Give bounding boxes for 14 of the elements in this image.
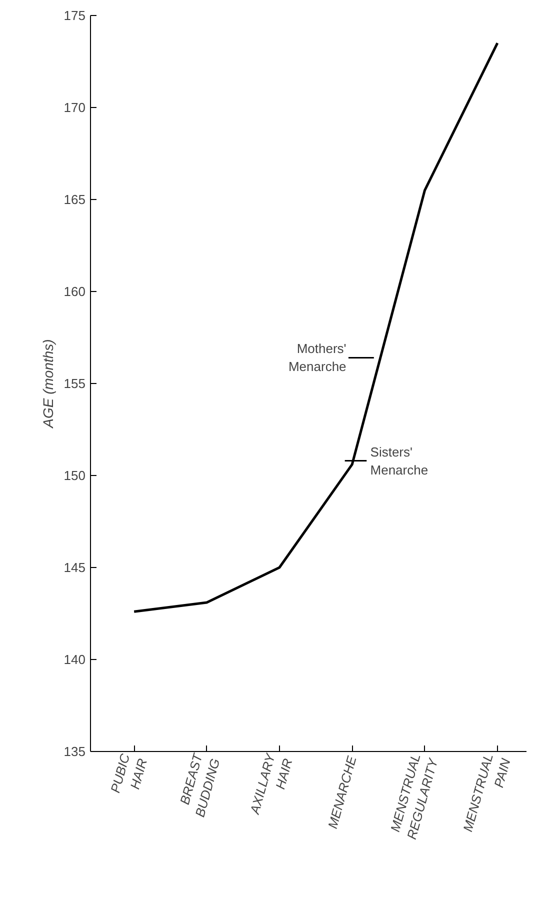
y-tick-label: 145 xyxy=(64,560,86,575)
annotation: Mothers' Menarche xyxy=(288,341,346,374)
y-tick-label: 140 xyxy=(64,652,86,667)
line-series xyxy=(132,42,499,613)
y-tick-label: 150 xyxy=(64,468,86,483)
x-tick-label: PUBIC HAIR xyxy=(108,751,150,794)
y-tick-label: 155 xyxy=(64,376,86,391)
y-tick-label: 165 xyxy=(64,192,86,207)
y-axis-title: AGE (months) xyxy=(40,339,56,429)
y-tick-label: 160 xyxy=(64,284,86,299)
annotation: Sisters' Menarche xyxy=(370,444,428,478)
y-tick-label: 135 xyxy=(64,744,86,759)
y-tick-label: 175 xyxy=(64,8,86,23)
y-tick-label: 170 xyxy=(64,100,86,115)
